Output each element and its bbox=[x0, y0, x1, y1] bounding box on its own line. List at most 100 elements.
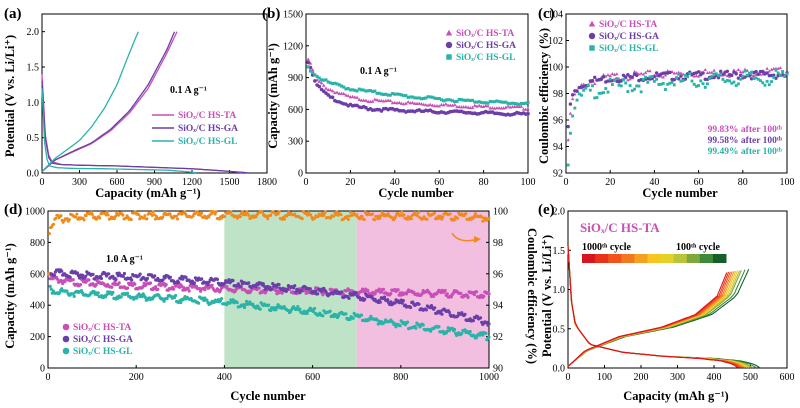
panel-d-ce-point bbox=[143, 214, 147, 218]
panel-d-ce-point bbox=[163, 210, 167, 214]
panel-c-data-point bbox=[778, 66, 783, 70]
panel-d-capacity-point bbox=[474, 336, 479, 340]
panel-c-data-point bbox=[730, 81, 734, 85]
panel-d-capacity-point bbox=[168, 275, 172, 279]
panel-b-data-point bbox=[477, 100, 481, 104]
colorbar-label-end: 100ᵗʰ cycle bbox=[676, 242, 721, 253]
panel-c-data-point bbox=[615, 72, 619, 76]
panel-d-capacity-point bbox=[197, 301, 201, 305]
panel-a-charge-curve bbox=[41, 31, 139, 173]
panel-b-data-point bbox=[342, 85, 346, 89]
panel-c-data-point bbox=[666, 82, 670, 86]
panel-d-ce-point bbox=[417, 210, 421, 214]
panel-d-ce-point bbox=[137, 213, 141, 217]
panel-c-data-point bbox=[761, 81, 765, 85]
panel-b-data-point bbox=[442, 99, 446, 103]
panel-d-capacity-point bbox=[472, 292, 476, 297]
panel-d-ce-point bbox=[349, 210, 352, 214]
panel-c-data-point bbox=[610, 83, 614, 86]
panel-a-legend-label: SiOₓ/C HS-GA bbox=[178, 124, 238, 134]
panel-e-colorbar-segment bbox=[699, 254, 714, 263]
panel-d-ce-point bbox=[309, 213, 313, 217]
panel-c-data-point bbox=[736, 82, 740, 86]
panel-d-ce-point bbox=[117, 213, 121, 217]
panel-b-data-point bbox=[393, 100, 397, 104]
panel-c-data-point bbox=[593, 81, 597, 86]
panel-b-label: (b) bbox=[262, 6, 280, 22]
panel-b-data-point bbox=[331, 82, 335, 86]
panel-b-data-point bbox=[506, 101, 510, 105]
panel-d-ce-point bbox=[214, 210, 218, 214]
panel-d-capacity-point bbox=[445, 292, 449, 296]
panel-c-data-point bbox=[696, 74, 701, 78]
panel-b-data-point bbox=[395, 92, 399, 96]
panel-b-data-point bbox=[333, 81, 337, 85]
panel-b-data-point bbox=[424, 96, 428, 100]
panel-d-capacity-point bbox=[328, 309, 332, 313]
panel-c-data-point bbox=[626, 78, 630, 82]
panel-c-data-point bbox=[566, 138, 570, 142]
panel-d-capacity-point bbox=[114, 277, 118, 282]
panel-d-right-ytick-label: 100 bbox=[493, 207, 508, 218]
panel-b-data-point bbox=[317, 79, 322, 83]
panel-b-legend-marker bbox=[446, 54, 452, 60]
panel-b-data-point bbox=[421, 102, 426, 106]
panel-b-data-point bbox=[466, 98, 470, 102]
panel-d-capacity-point bbox=[162, 299, 166, 303]
panel-b-data-point bbox=[410, 100, 415, 105]
panel-c-data-point bbox=[747, 71, 751, 75]
panel-b-data-point bbox=[399, 101, 404, 105]
panel-c-legend-marker bbox=[588, 20, 596, 27]
panel-b-data-point bbox=[412, 101, 417, 105]
panel-b-data-point bbox=[386, 98, 390, 102]
panel-d-capacity-point bbox=[340, 290, 344, 294]
panel-b-data-point bbox=[448, 103, 453, 107]
panel-c-data-point bbox=[582, 88, 586, 92]
panel-c-ylabel: Coulombic efficiency (%) bbox=[537, 28, 551, 164]
panel-c-data-point bbox=[760, 69, 765, 74]
panel-c-data-point bbox=[654, 71, 659, 75]
panel-b-data-point bbox=[437, 96, 441, 101]
panel-c-data-point bbox=[639, 71, 643, 75]
panel-e-charge-curve bbox=[567, 272, 728, 367]
panel-c-data-point bbox=[641, 72, 646, 76]
panel-d-ce-point bbox=[464, 212, 468, 216]
panel-c-data-point bbox=[686, 75, 689, 79]
panel-c-data-point bbox=[566, 124, 570, 129]
panel-c-data-point bbox=[734, 84, 738, 88]
panel-d-ce-point bbox=[358, 217, 362, 221]
panel-c-xtick-label: 100 bbox=[780, 177, 795, 188]
panel-c-data-point bbox=[610, 72, 615, 76]
panel-d-capacity-point bbox=[440, 312, 444, 316]
panel-b-data-point bbox=[444, 102, 448, 106]
panel-d-capacity-point bbox=[231, 279, 235, 283]
panel-d-xtick-label: 600 bbox=[305, 372, 320, 383]
panel-b-data-point bbox=[473, 100, 477, 104]
panel-a-xtick-label: 1500 bbox=[220, 177, 240, 188]
panel-d-ce-point bbox=[74, 215, 78, 219]
panel-d-capacity-point bbox=[68, 275, 72, 279]
panel-d-capacity-point bbox=[298, 307, 302, 311]
panel-d-capacity-point bbox=[219, 297, 224, 301]
panel-d-capacity-point bbox=[443, 288, 447, 293]
panel-c-data-point bbox=[575, 98, 579, 102]
panel-c-data-point bbox=[624, 81, 628, 85]
panel-d-ce-point bbox=[174, 214, 178, 218]
panel-d-legend-marker bbox=[62, 323, 70, 331]
panel-c-data-point bbox=[659, 82, 663, 86]
panel-a-xtick-label: 0 bbox=[40, 177, 45, 188]
panel-b-data-point bbox=[375, 91, 379, 95]
panel-b-data-point bbox=[306, 60, 311, 65]
panel-b-data-point bbox=[526, 100, 530, 105]
panel-d-ytick-label: 1000 bbox=[25, 207, 45, 218]
panel-c-data-point bbox=[573, 106, 577, 110]
panel-c-data-point bbox=[604, 87, 608, 90]
panel-d-ce-point bbox=[378, 216, 382, 220]
panel-d-capacity-point bbox=[96, 291, 100, 295]
panel-c-data-point bbox=[754, 76, 758, 80]
panel-e-colorbar-segment bbox=[686, 254, 701, 263]
panel-b-data-point bbox=[324, 86, 328, 90]
panel-b-data-point bbox=[484, 101, 488, 105]
panel-c-ytick-label: 100 bbox=[548, 63, 563, 74]
panel-e-colorbar-segment bbox=[647, 254, 662, 263]
